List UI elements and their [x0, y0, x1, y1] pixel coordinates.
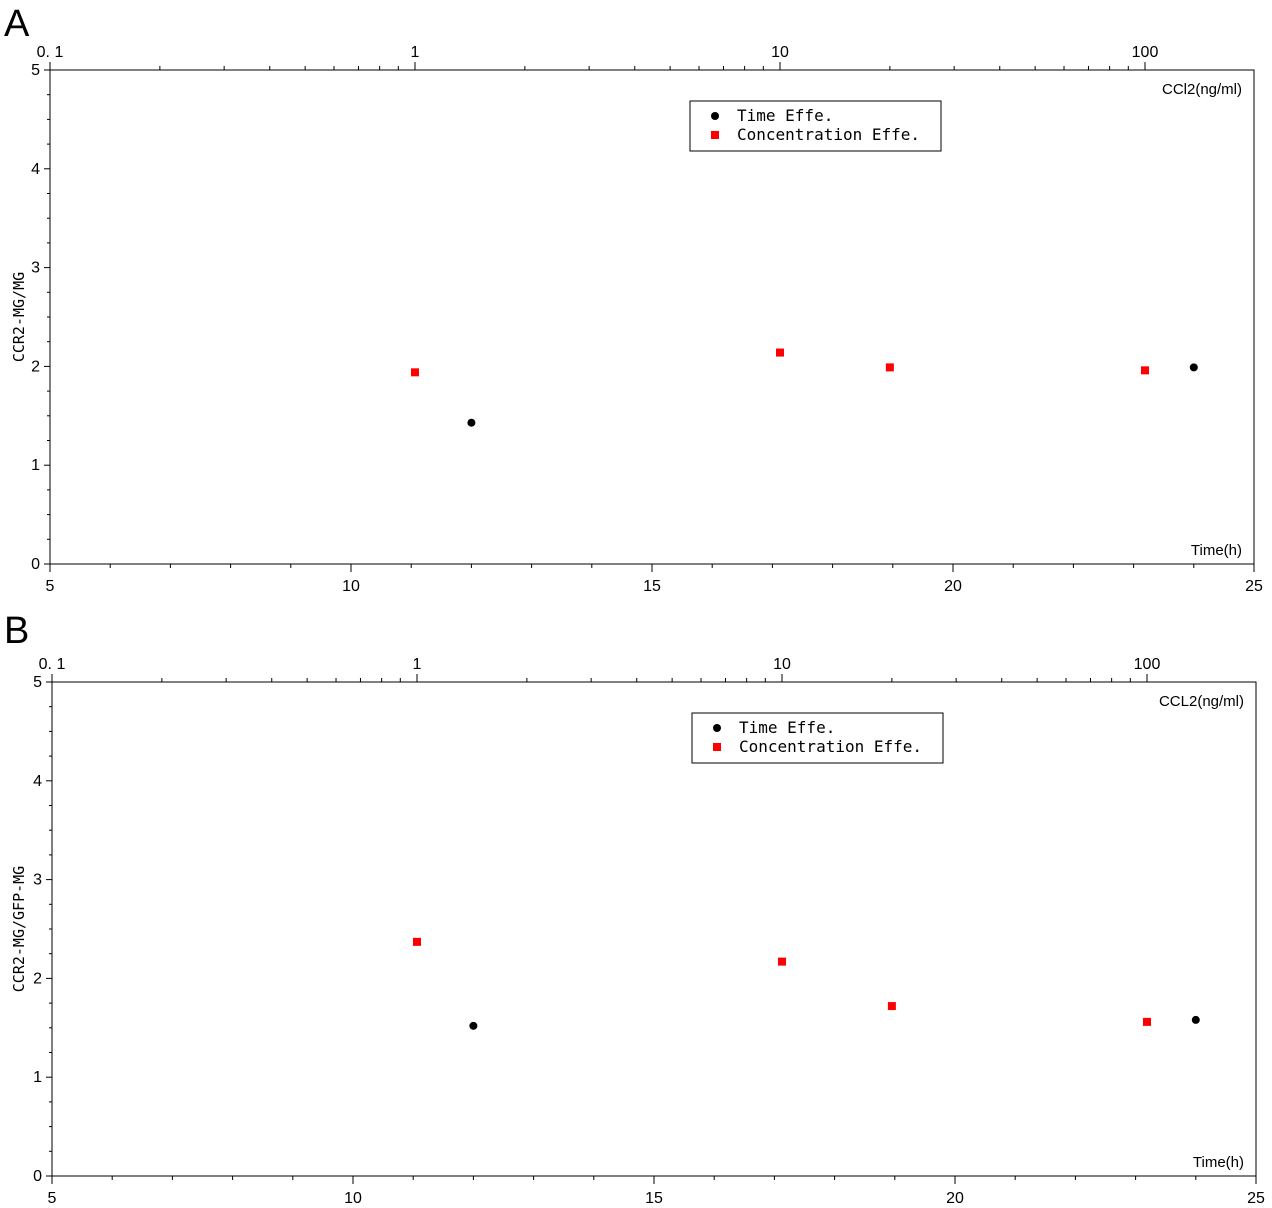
legend-entry: Concentration Effe.	[737, 125, 920, 144]
bottom-tick-label: 25	[1247, 1190, 1265, 1207]
panel-label: B	[4, 610, 29, 652]
bottom-tick-label: 15	[645, 1190, 663, 1207]
bottom-tick-label: 25	[1245, 578, 1263, 595]
top-tick-label: 10	[771, 44, 789, 61]
data-point-concentration	[1143, 1017, 1151, 1026]
legend-marker-square	[711, 131, 719, 139]
top-tick-label: 1	[413, 656, 422, 673]
plot-frame	[51, 681, 1257, 1177]
y-axis-label: CCR2-MG/MG	[10, 272, 28, 362]
data-point-time	[1191, 1015, 1200, 1024]
top-tick-label: 100	[1132, 44, 1159, 61]
chart-panel-a: A 0 1 2 3 4 5 CCR2-MG/MG 5 10 15 20 25 Time(h) 0. 1 1 10…	[4, 3, 1263, 595]
y-axis-label: CCR2-MG/GFP-MG	[10, 866, 28, 992]
data-point-time	[467, 418, 476, 427]
plot-frame	[49, 69, 1255, 565]
y-tick-label: 3	[31, 260, 40, 277]
data-point-concentration	[887, 1002, 896, 1011]
top-tick-label: 0. 1	[39, 656, 66, 673]
legend: Time Effe.Concentration Effe.	[691, 712, 944, 764]
y-tick-label: 5	[31, 62, 40, 79]
data-point-concentration	[413, 937, 421, 946]
chart-panel-b: B 0 1 2 3 4 5 CCR2-MG/GFP-MG 5 10 15 20 25 Time(h) 0. …	[4, 610, 1265, 1207]
y-tick-label: 4	[33, 773, 42, 790]
top-tick-label: 100	[1134, 656, 1161, 673]
top-tick-label: 0. 1	[37, 44, 64, 61]
bottom-tick-label: 10	[342, 578, 360, 595]
y-tick-label: 1	[31, 457, 40, 474]
data-point-concentration	[1141, 366, 1149, 375]
data-point-concentration	[411, 368, 419, 377]
bottom-tick-label: 15	[643, 578, 661, 595]
top-tick-label: 1	[411, 44, 420, 61]
bottom-tick-label: 5	[48, 1190, 57, 1207]
bottom-axis-label: Time(h)	[1191, 542, 1242, 559]
y-tick-label: 0	[33, 1168, 42, 1185]
legend-box	[691, 712, 944, 764]
top-axis-label: CCL2(ng/ml)	[1159, 693, 1244, 710]
data-point-time	[1189, 363, 1198, 372]
top-axis-label: CCl2(ng/ml)	[1162, 81, 1242, 98]
bottom-tick-label: 10	[344, 1190, 362, 1207]
legend-marker-circle	[713, 724, 721, 732]
bottom-tick-label: 5	[46, 578, 55, 595]
data-point-time	[469, 1021, 478, 1030]
y-tick-label: 2	[33, 970, 42, 987]
y-tick-label: 3	[33, 872, 42, 889]
legend-box	[689, 100, 942, 152]
y-tick-label: 0	[31, 556, 40, 573]
legend-entry: Concentration Effe.	[739, 737, 922, 756]
legend: Time Effe.Concentration Effe.	[689, 100, 942, 152]
legend-entry: Time Effe.	[737, 106, 833, 125]
legend-entry: Time Effe.	[739, 718, 835, 737]
y-tick-label: 4	[31, 161, 40, 178]
y-tick-label: 5	[33, 674, 42, 691]
data-point-concentration	[776, 348, 784, 357]
legend-marker-circle	[711, 112, 719, 120]
y-tick-label: 1	[33, 1069, 42, 1086]
top-tick-label: 10	[773, 656, 791, 673]
data-point-concentration	[885, 363, 894, 372]
bottom-tick-label: 20	[946, 1190, 964, 1207]
bottom-tick-label: 20	[944, 578, 962, 595]
data-point-concentration	[778, 957, 786, 966]
panel-label: A	[4, 3, 30, 45]
bottom-axis-label: Time(h)	[1193, 1154, 1244, 1171]
y-tick-label: 2	[31, 358, 40, 375]
legend-marker-square	[713, 743, 721, 751]
